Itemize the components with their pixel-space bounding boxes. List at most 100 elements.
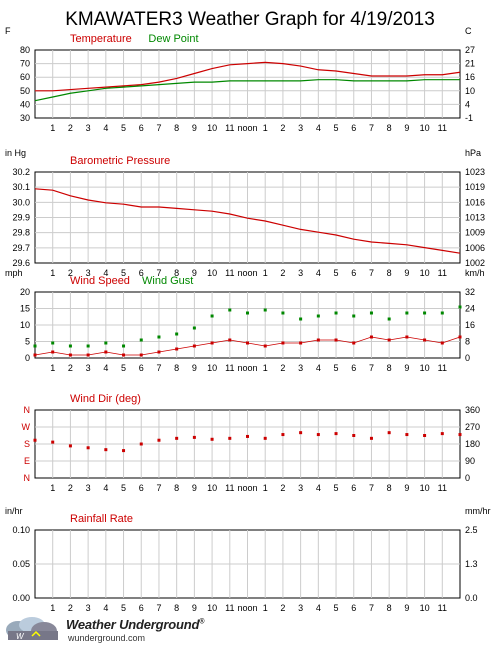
data-point <box>369 436 373 440</box>
x-tick-label: 8 <box>387 123 392 133</box>
data-point <box>192 435 196 439</box>
y-tick-label-left: 29.7 <box>12 243 30 253</box>
x-tick-label: 1 <box>50 268 55 278</box>
x-tick-label: 7 <box>156 483 161 493</box>
y-unit-left: F <box>5 26 11 36</box>
y-tick-label-right: 24 <box>465 304 475 314</box>
data-point <box>405 311 409 315</box>
x-tick-label: 3 <box>298 363 303 373</box>
data-point <box>104 341 108 345</box>
x-tick-label: 9 <box>404 268 409 278</box>
x-tick-label: noon <box>237 483 257 493</box>
legend-label: Wind Speed <box>70 275 130 287</box>
data-point <box>157 438 161 442</box>
y-tick-label-right: 90 <box>465 456 475 466</box>
x-tick-label: 10 <box>207 483 217 493</box>
y-tick-label-right: 16 <box>465 72 475 82</box>
x-tick-label: 11 <box>438 483 447 493</box>
series-line <box>34 336 461 356</box>
y-tick-label-left: 0 <box>25 353 30 363</box>
y-unit-right: hPa <box>465 148 481 158</box>
data-point <box>263 436 267 440</box>
x-tick-label: 1 <box>263 363 268 373</box>
x-tick-label: 10 <box>207 123 217 133</box>
x-tick-label: 9 <box>192 483 197 493</box>
y-tick-label-right: 1009 <box>465 228 485 238</box>
x-tick-label: 7 <box>369 268 374 278</box>
y-tick-label-left: 30.1 <box>12 182 30 192</box>
data-point <box>263 308 267 312</box>
y-unit-right: mm/hr <box>465 506 491 516</box>
x-tick-label: noon <box>237 123 257 133</box>
x-tick-label: 6 <box>351 123 356 133</box>
data-point <box>68 344 72 348</box>
x-tick-label: 8 <box>174 603 179 613</box>
y-tick-label-left: 29.8 <box>12 228 30 238</box>
x-tick-label: 10 <box>420 603 430 613</box>
y-tick-label-left: E <box>24 456 30 466</box>
chart-title: KMAWATER3 Weather Graph for 4/19/2013 <box>65 9 435 30</box>
data-point <box>423 311 427 315</box>
x-tick-label: 4 <box>316 268 321 278</box>
x-tick-label: 7 <box>156 268 161 278</box>
x-tick-label: 1 <box>263 268 268 278</box>
y-tick-label-right: 16 <box>465 320 475 330</box>
data-point <box>352 314 356 318</box>
y-tick-label-right: 180 <box>465 439 480 449</box>
x-tick-label: 5 <box>121 603 126 613</box>
y-tick-label-right: 1.3 <box>465 559 478 569</box>
y-unit-right: C <box>465 26 472 36</box>
x-tick-label: 7 <box>369 123 374 133</box>
x-tick-label: 10 <box>207 268 217 278</box>
cloud-icon: W <box>6 617 58 641</box>
y-tick-label-left: 50 <box>20 86 30 96</box>
legend-label: Wind Gust <box>142 275 193 287</box>
legend-label: Wind Dir (deg) <box>70 393 141 405</box>
x-tick-label: 3 <box>86 603 91 613</box>
x-tick-label: 4 <box>103 123 108 133</box>
y-tick-label-right: 0.0 <box>465 593 478 603</box>
x-tick-label: 9 <box>404 363 409 373</box>
y-tick-label-left: 40 <box>20 99 30 109</box>
x-tick-label: 6 <box>139 268 144 278</box>
y-tick-label-right: 1002 <box>465 258 485 268</box>
x-tick-label: 2 <box>68 268 73 278</box>
x-tick-label: 2 <box>68 363 73 373</box>
y-tick-label-left: N <box>24 405 31 415</box>
x-tick-label: 9 <box>404 123 409 133</box>
y-tick-label-left: S <box>24 439 30 449</box>
data-point <box>51 440 55 444</box>
data-point <box>369 311 373 315</box>
logo-brand-text: Weather Underground® <box>66 617 205 632</box>
y-unit-left: in/hr <box>5 506 23 516</box>
x-tick-label: 11 <box>438 603 447 613</box>
x-tick-label: 1 <box>50 603 55 613</box>
y-tick-label-left: 29.9 <box>12 213 30 223</box>
x-tick-label: 9 <box>192 123 197 133</box>
x-tick-label: 6 <box>139 363 144 373</box>
data-point <box>316 314 320 318</box>
x-tick-label: 5 <box>121 268 126 278</box>
x-tick-label: 8 <box>174 268 179 278</box>
weather-underground-logo[interactable]: W Weather Underground® wunderground.com <box>0 612 220 645</box>
x-tick-label: 3 <box>86 363 91 373</box>
x-tick-label: 2 <box>68 603 73 613</box>
data-point <box>246 311 249 315</box>
data-point <box>334 432 338 436</box>
x-tick-label: 4 <box>316 603 321 613</box>
data-point <box>316 433 320 437</box>
x-tick-label: 4 <box>103 603 108 613</box>
data-point <box>139 338 143 342</box>
y-tick-label-left: 30.0 <box>12 197 30 207</box>
data-point <box>157 335 161 339</box>
legend-label: Dew Point <box>148 33 198 45</box>
x-tick-label: 5 <box>334 268 339 278</box>
y-tick-label-right: 360 <box>465 405 480 415</box>
x-tick-label: 7 <box>156 123 161 133</box>
y-tick-label-left: N <box>24 473 31 483</box>
svg-text:W: W <box>16 632 25 641</box>
legend-label: Temperature <box>70 33 132 45</box>
data-point <box>440 311 444 315</box>
x-tick-label: 3 <box>86 483 91 493</box>
x-tick-label: 2 <box>280 123 285 133</box>
